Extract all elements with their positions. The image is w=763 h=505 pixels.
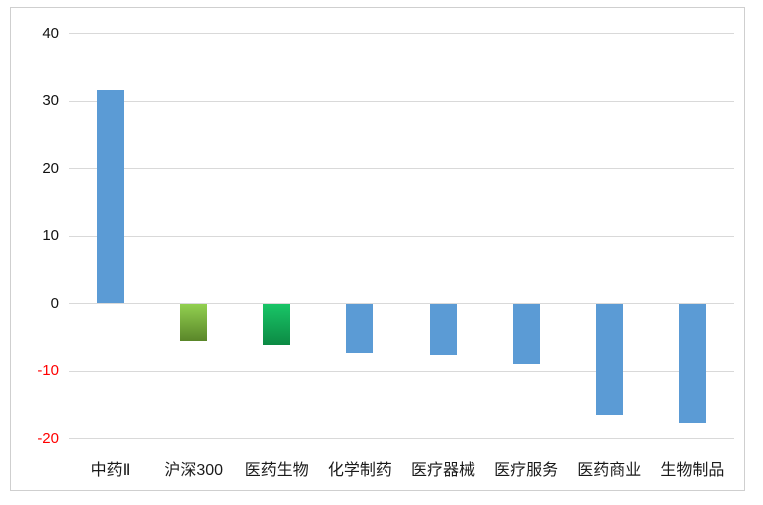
x-category-label: 医药商业 — [577, 462, 642, 479]
x-category-label: 沪深300 — [164, 462, 224, 479]
y-tick-label: 30 — [42, 92, 59, 109]
x-category-label: 医疗服务 — [494, 462, 559, 479]
bar — [263, 303, 291, 346]
bar — [512, 303, 540, 364]
bar — [180, 303, 208, 342]
chart-frame: 40 30 20 10 0 -10 -20 中药Ⅱ 沪深300 医药生物 化学制药 医疗器械 医疗服务… — [10, 7, 745, 491]
gridline-y-40 — [69, 33, 734, 34]
gridline-y--10 — [69, 370, 734, 372]
x-category-label: 医疗器械 — [411, 462, 476, 479]
x-category-label: 中药Ⅱ — [90, 462, 131, 479]
y-tick-label: 0 — [50, 294, 59, 312]
gridline-y-0 — [69, 303, 734, 304]
gridline-y-20 — [69, 168, 734, 169]
gridline-y--20 — [69, 438, 734, 439]
x-category-label: 医药生物 — [244, 462, 309, 479]
x-category-label: 生物制品 — [660, 462, 725, 479]
bar — [346, 303, 374, 354]
y-tick-label: 20 — [42, 159, 59, 177]
y-tick-label: 10 — [42, 227, 59, 244]
y-tick-label: -10 — [37, 362, 59, 379]
bar — [678, 303, 706, 423]
bar — [429, 303, 457, 355]
bar — [595, 303, 623, 415]
gridline-y-10 — [69, 235, 734, 237]
bar — [97, 90, 125, 304]
gridline-y-30 — [69, 100, 734, 102]
y-tick-label: -20 — [37, 429, 59, 447]
y-tick-label: 40 — [42, 24, 59, 42]
x-category-label: 化学制药 — [327, 462, 392, 479]
